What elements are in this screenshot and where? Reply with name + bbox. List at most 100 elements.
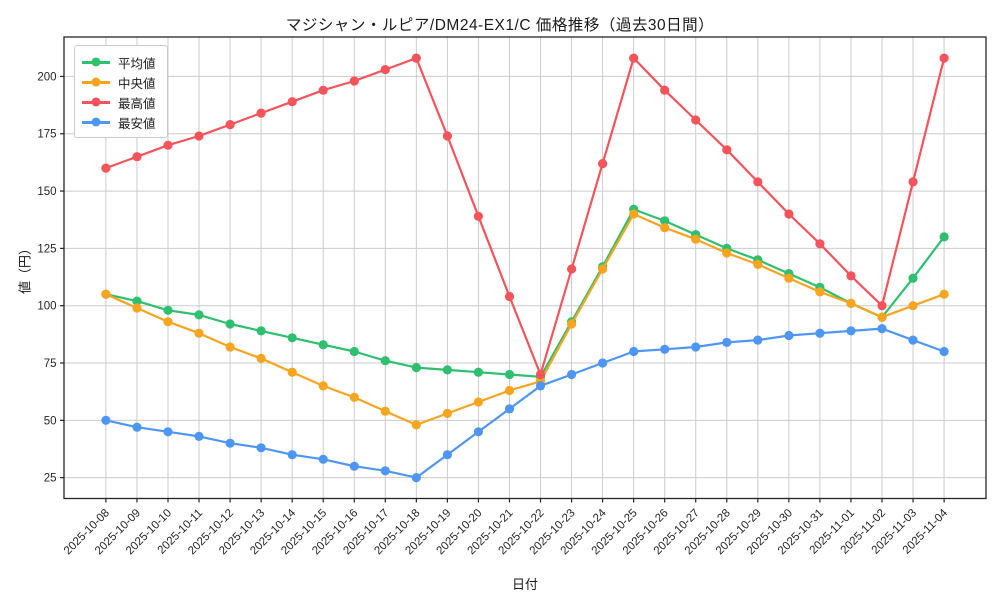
data-point xyxy=(442,131,452,141)
data-point xyxy=(411,53,421,63)
y-tick-label: 150 xyxy=(37,186,56,198)
data-point xyxy=(256,326,266,336)
data-point xyxy=(784,209,794,219)
data-point xyxy=(753,259,763,269)
data-point xyxy=(908,301,918,311)
line-marker-icon xyxy=(82,117,110,127)
data-point xyxy=(504,404,515,414)
data-point xyxy=(815,328,825,338)
data-point xyxy=(194,310,204,320)
y-tick-label: 50 xyxy=(44,415,57,427)
data-point xyxy=(846,271,856,281)
data-point xyxy=(287,450,297,460)
data-point xyxy=(877,301,887,311)
data-point xyxy=(163,317,173,327)
grid xyxy=(64,37,986,499)
legend-item-max: 最高値 xyxy=(82,92,159,112)
data-point xyxy=(256,443,266,453)
data-point xyxy=(318,381,328,391)
data-point xyxy=(629,209,639,219)
data-point xyxy=(598,264,608,274)
legend-label-average: 平均値 xyxy=(118,56,156,71)
data-point xyxy=(846,326,856,336)
data-point xyxy=(287,97,297,107)
data-point xyxy=(225,342,235,352)
data-point xyxy=(877,324,887,334)
legend-item-average: 平均値 xyxy=(82,52,159,72)
series-max xyxy=(101,53,949,380)
data-point xyxy=(939,232,949,242)
data-point xyxy=(349,461,359,471)
data-point xyxy=(473,427,483,437)
data-point xyxy=(380,65,390,75)
line-marker-icon xyxy=(82,57,110,67)
data-point xyxy=(908,273,918,283)
data-point xyxy=(598,159,608,169)
data-point xyxy=(908,177,918,187)
data-point xyxy=(318,454,328,464)
data-point xyxy=(784,330,794,341)
data-point xyxy=(380,356,390,366)
data-point xyxy=(349,346,359,357)
data-point xyxy=(411,363,421,373)
data-point xyxy=(132,152,142,162)
data-point xyxy=(194,328,204,338)
legend-item-min: 最安値 xyxy=(82,112,159,132)
data-point xyxy=(442,408,452,418)
data-point xyxy=(411,420,421,430)
data-point xyxy=(504,385,515,396)
data-point xyxy=(473,211,483,221)
data-point xyxy=(380,466,390,476)
data-point xyxy=(287,367,297,377)
legend-item-median: 中央値 xyxy=(82,72,159,92)
y-tick-label: 200 xyxy=(37,71,56,83)
data-point xyxy=(629,346,639,357)
data-point xyxy=(598,358,608,368)
data-point xyxy=(473,397,483,407)
chart-title: マジシャン・ルピア/DM24-EX1/C 価格推移（過去30日間） xyxy=(285,17,715,34)
data-point xyxy=(660,344,670,354)
data-point xyxy=(753,177,763,187)
data-point xyxy=(815,239,825,249)
legend-label-median: 中央値 xyxy=(118,76,156,91)
data-point xyxy=(815,287,825,297)
data-point xyxy=(660,85,670,95)
data-point xyxy=(132,296,142,306)
data-point xyxy=(753,335,763,345)
data-point xyxy=(504,369,515,380)
data-point xyxy=(349,392,359,402)
data-point xyxy=(846,298,856,308)
data-point xyxy=(318,85,328,95)
data-point xyxy=(660,216,670,226)
data-point xyxy=(722,145,732,155)
series-median xyxy=(101,209,949,430)
data-point xyxy=(691,342,701,352)
data-point xyxy=(194,431,204,441)
data-point xyxy=(629,53,639,63)
data-point xyxy=(691,115,701,125)
data-point xyxy=(132,422,142,432)
line-marker-icon xyxy=(82,97,110,107)
x-axis-label: 日付 xyxy=(511,577,539,592)
data-point xyxy=(194,131,204,141)
data-point xyxy=(411,473,421,483)
y-tick-label: 100 xyxy=(37,301,56,313)
data-point xyxy=(163,140,173,150)
y-tick-label: 75 xyxy=(44,358,57,370)
data-point xyxy=(567,319,577,329)
axes-frame xyxy=(63,36,987,500)
data-point xyxy=(256,353,266,363)
legend-label-min: 最安値 xyxy=(118,116,156,131)
data-point xyxy=(784,273,794,283)
line-marker-icon xyxy=(82,77,110,87)
data-point xyxy=(939,53,949,63)
series-min xyxy=(101,324,949,483)
y-tick-label: 25 xyxy=(44,473,57,485)
data-point xyxy=(225,319,235,329)
legend-label-max: 最高値 xyxy=(118,96,156,111)
data-point xyxy=(318,340,328,350)
data-point xyxy=(349,76,359,86)
data-point xyxy=(101,289,111,299)
